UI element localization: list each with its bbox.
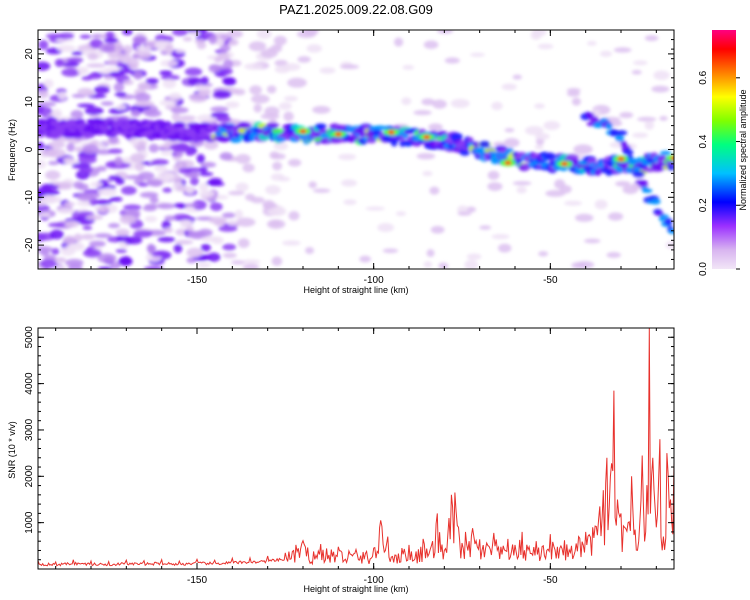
- spectrogram-xtick-label: -50: [543, 275, 558, 286]
- snr-ytick-label: 3000: [24, 418, 35, 441]
- colorbar: 0.0 0.2 0.4 0.6 Normalized spectral amplitu…: [698, 30, 748, 276]
- colorbar-tick-label: 0.0: [698, 262, 709, 276]
- spectrogram-heatmap: [38, 30, 674, 269]
- spectrogram-ytick-label: -20: [24, 237, 35, 252]
- snr-frame: [37, 327, 675, 570]
- spectrogram-xtick-label: -150: [187, 275, 207, 286]
- snr-series-line: [38, 328, 674, 567]
- spectrogram-ytick-label: -10: [24, 190, 35, 205]
- snr-ytick-label: 1000: [24, 511, 35, 534]
- snr-ylabel: SNR (10 * v/v): [7, 421, 17, 479]
- spectrogram-xlabel: Height of straight line (km): [303, 285, 408, 295]
- snr-xtick-label: -100: [364, 575, 384, 586]
- snr-panel: -150 -100 -50 1000 2000 3000 4000 5000 Height o…: [7, 326, 675, 594]
- colorbar-tick-label: 0.2: [698, 198, 709, 212]
- colorbar-gradient: [712, 30, 736, 269]
- snr-ticks: -150 -100 -50 1000 2000 3000 4000 5000: [24, 326, 674, 586]
- colorbar-tick-label: 0.4: [698, 134, 709, 148]
- spectrogram-ytick-label: 20: [24, 48, 35, 60]
- chart-title: PAZ1.2025.009.22.08.G09: [279, 2, 433, 17]
- snr-ytick-label: 5000: [24, 326, 35, 349]
- snr-ytick-label: 4000: [24, 372, 35, 395]
- spectrogram-ytick-label: 10: [24, 96, 35, 108]
- snr-ytick-label: 2000: [24, 465, 35, 488]
- snr-xlabel: Height of straight line (km): [303, 584, 408, 594]
- snr-xtick-label: -150: [187, 575, 207, 586]
- spectrogram-ytick-label: 0: [24, 146, 35, 152]
- spectrogram-ylabel: Frequency (Hz): [7, 119, 17, 181]
- spectrogram-xtick-label: -100: [364, 275, 384, 286]
- colorbar-tick-label: 0.6: [698, 70, 709, 84]
- snr-xtick-label: -50: [543, 575, 558, 586]
- colorbar-ticks: 0.0 0.2 0.4 0.6: [698, 70, 740, 276]
- colorbar-label: Normalized spectral amplitude: [738, 89, 748, 210]
